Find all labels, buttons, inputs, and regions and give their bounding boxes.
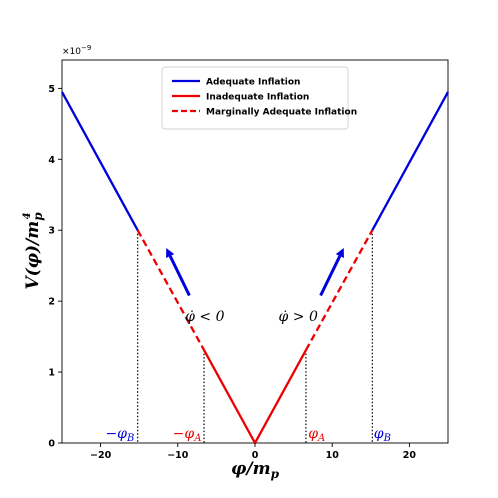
x-tick-label-0: −20	[90, 450, 112, 461]
legend: Adequate Inflation Inadequate Inflation Ma…	[161, 66, 357, 130]
annotations: −φB −φA φA φB φ̇ < 0 φ̇ > 0	[105, 309, 391, 444]
y-tick-label-4: 4	[48, 155, 55, 166]
y-tick-label-3: 3	[48, 226, 55, 237]
arrow-head-1	[335, 247, 344, 259]
y-axis-label: V(φ)/mp4	[22, 212, 45, 290]
annotation-phidot-lt: φ̇ < 0	[185, 309, 224, 325]
x-tick-label-1: −10	[167, 450, 189, 461]
annotation-phidot-gt: φ̇ > 0	[279, 309, 318, 325]
arrow-head-0	[166, 247, 175, 259]
series-0-segment-1	[371, 91, 450, 231]
annotation-phi-a: φA	[308, 426, 325, 444]
annotation-neg-phi-b: −φB	[105, 426, 134, 444]
arrow-shaft-0	[168, 255, 191, 297]
x-tick-label-2: 0	[252, 450, 259, 461]
legend-box	[161, 66, 349, 130]
x-tick-label-4: 20	[403, 450, 417, 461]
y-tick-label-0: 0	[48, 439, 55, 450]
x-axis-label: φ/mp	[231, 459, 280, 481]
x-axis-ticks: −20 −10 0 10 20	[90, 443, 416, 461]
x-tick-label-3: 10	[326, 450, 340, 461]
series-2-segment-0	[136, 229, 206, 351]
guide-lines	[137, 230, 373, 443]
series-0-segment-0	[60, 91, 139, 231]
annotation-phi-b: φB	[374, 426, 391, 444]
series-2-segment-1	[304, 229, 374, 351]
annotation-neg-phi-a: −φA	[173, 426, 202, 444]
legend-label-0: Adequate Inflation	[206, 78, 300, 88]
arrow-shaft-1	[319, 255, 342, 297]
y-tick-label-2: 2	[48, 297, 55, 308]
series-lines	[60, 91, 450, 445]
series-1-segment-0	[203, 349, 307, 445]
legend-label-1: Inadequate Inflation	[206, 93, 309, 103]
direction-arrows	[166, 247, 344, 297]
legend-label-2: Marginally Adequate Inflation	[206, 108, 357, 118]
y-tick-label-1: 1	[48, 368, 55, 379]
y-tick-label-5: 5	[48, 84, 55, 95]
y-axis-ticks: 0 1 2 3 4 5	[48, 84, 62, 450]
y-multiplier: ×10−9	[62, 44, 91, 57]
